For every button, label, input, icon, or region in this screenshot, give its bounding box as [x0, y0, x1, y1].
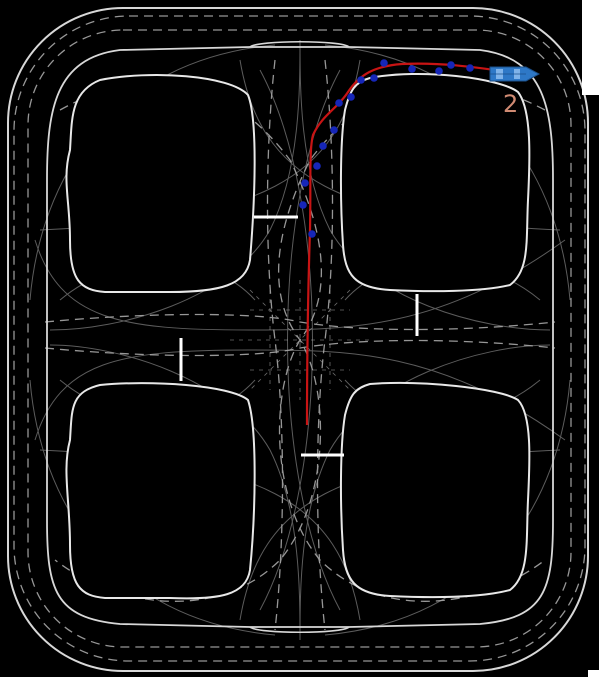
vehicle-id-label: 2 — [503, 90, 518, 118]
waypoint — [301, 179, 309, 187]
waypoint — [435, 67, 443, 75]
block-south-west — [65, 382, 256, 600]
block-north-east — [339, 72, 531, 293]
waypoint — [370, 74, 378, 82]
stop-lines — [179, 215, 419, 457]
waypoint — [357, 76, 365, 84]
block-islands — [65, 72, 531, 600]
waypoint — [380, 59, 388, 67]
intersection-grid — [230, 280, 370, 400]
waypoint — [308, 230, 316, 238]
waypoint — [335, 99, 343, 107]
waypoint — [466, 64, 474, 72]
road-boundaries — [7, 7, 589, 672]
turn-lanes — [29, 39, 571, 641]
vehicle-2: 2 — [489, 66, 541, 118]
car-icon — [489, 66, 541, 82]
waypoint — [299, 201, 307, 209]
block-south-east — [339, 381, 531, 599]
waypoint — [319, 142, 327, 150]
planned-waypoints — [299, 59, 474, 238]
waypoint — [447, 61, 455, 69]
waypoint — [330, 126, 338, 134]
vehicle-trajectory — [305, 62, 531, 426]
waypoint — [347, 93, 355, 101]
block-north-west — [65, 74, 256, 293]
waypoint — [408, 65, 416, 73]
waypoint — [313, 162, 321, 170]
